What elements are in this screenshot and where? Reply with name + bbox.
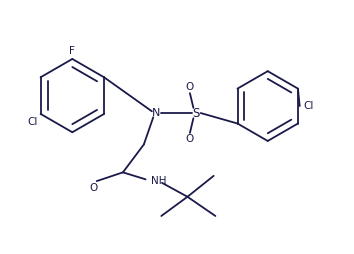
Text: O: O	[185, 82, 193, 92]
Text: O: O	[90, 183, 98, 193]
Text: Cl: Cl	[28, 117, 38, 128]
Text: F: F	[69, 46, 75, 56]
Text: NH: NH	[151, 176, 166, 186]
Text: S: S	[193, 106, 200, 120]
Text: O: O	[185, 134, 193, 144]
Text: Cl: Cl	[303, 101, 314, 111]
Text: N: N	[152, 108, 160, 118]
